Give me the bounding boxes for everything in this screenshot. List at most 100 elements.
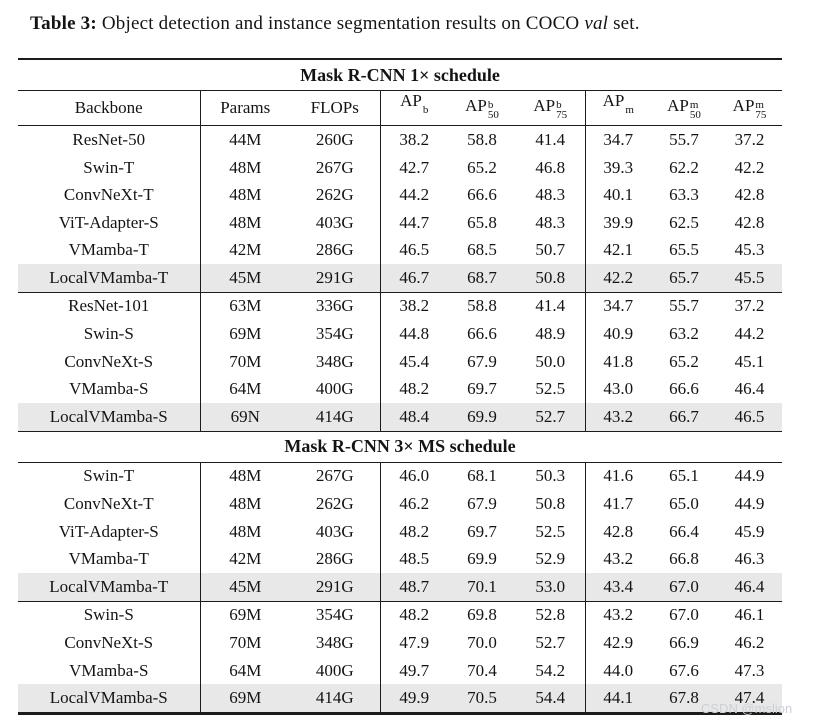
cell-value: 44.2 <box>399 185 430 205</box>
cell-value: 262G <box>290 490 381 518</box>
cell-value: 48.3 <box>516 181 586 209</box>
cell-value: 65.0 <box>669 494 699 514</box>
cell-backbone: ConvNeXt-S <box>18 347 201 376</box>
cell-value: 66.4 <box>669 521 699 541</box>
caption-body: Object detection and instance segmentati… <box>96 13 585 34</box>
cell-value: 67.9 <box>467 351 497 371</box>
cell-value: 45M <box>200 573 290 602</box>
cell-backbone: Swin-T <box>18 462 201 491</box>
cell-value: 38.2 <box>399 129 430 149</box>
cell-value: 37.2 <box>734 129 765 149</box>
cell-value: 262G <box>290 181 381 209</box>
cell-value: 41.7 <box>603 494 634 514</box>
cell-value: 68.1 <box>467 466 497 486</box>
cell-value: 291G <box>290 264 381 293</box>
cell-value: 348G <box>290 347 381 376</box>
cell-value: 44.8 <box>399 324 430 344</box>
caption-label: Table 3: <box>30 13 97 34</box>
cell-value: 50.8 <box>516 490 586 518</box>
cell-value: 39.9 <box>603 212 634 232</box>
metric-base: AP <box>465 96 487 115</box>
cell-value: 69.7 <box>467 521 497 541</box>
cell-value: 48M <box>229 466 262 486</box>
cell-value: 66.7 <box>651 403 717 432</box>
cell-value: 65.2 <box>669 351 699 371</box>
metric-base: AP <box>667 96 689 115</box>
cell-value: 46.5 <box>717 403 783 432</box>
cell-value: 45.9 <box>734 521 765 541</box>
metric-subscript <box>423 115 429 124</box>
cell-value: 43.0 <box>603 379 634 399</box>
cell-value: 69N <box>200 403 290 432</box>
table-row: ViT-Adapter-S 48M 403G 48.2 69.7 52.5 42.8 66.4… <box>18 517 782 546</box>
cell-value: 62.2 <box>669 157 699 177</box>
metric-supsub: b 75 <box>556 100 567 121</box>
cell-value: 46.8 <box>516 153 586 182</box>
table-row: Swin-S 69M 354G 48.2 69.8 52.8 43.2 67.0 46.1 <box>18 601 782 630</box>
cell-backbone: ResNet-101 <box>18 292 201 321</box>
cell-value: 69.9 <box>448 403 516 432</box>
cell-value: 45M <box>200 264 290 293</box>
cell-value: 41.8 <box>603 351 634 371</box>
cell-value: 48.2 <box>399 521 430 541</box>
cell-value: 50.7 <box>516 236 586 265</box>
column-header: AP m <box>585 90 651 127</box>
metric-supsub: b <box>422 104 429 124</box>
cell-value: 70.1 <box>448 573 516 602</box>
cell-value: 400G <box>290 656 381 685</box>
column-header: AP b 75 <box>516 90 586 127</box>
metric-superscript: b <box>422 104 429 117</box>
table-row: VMamba-S 64M 400G 49.7 70.4 54.2 44.0 67.6 47.3 <box>18 656 782 685</box>
table-row: LocalVMamba-T 45M 291G 48.7 70.1 53.0 43.4 67.0… <box>18 573 783 602</box>
column-header: FLOPs <box>290 90 381 127</box>
cell-value: 42.2 <box>734 157 765 177</box>
cell-value: 69M <box>229 605 262 625</box>
cell-value: 65.1 <box>669 466 699 486</box>
cell-value: 66.6 <box>467 185 497 205</box>
cell-value: 46.3 <box>734 549 765 569</box>
cell-value: 63.2 <box>669 324 699 344</box>
column-header: AP b 50 <box>448 90 516 127</box>
cell-value: 46.7 <box>380 264 448 293</box>
cell-value: 41.4 <box>516 125 586 154</box>
table-caption: Table 3: Object detection and instance s… <box>30 13 809 35</box>
metric-base: AP <box>533 96 556 115</box>
cell-value: 48.5 <box>399 549 430 569</box>
cell-value: 67.0 <box>669 605 699 625</box>
section-title-row: Mask R-CNN 1× schedule <box>18 59 783 91</box>
cell-value: 47.4 <box>717 684 783 715</box>
cell-value: 48M <box>229 185 262 205</box>
cell-value: 55.7 <box>669 129 699 149</box>
cell-value: 43.4 <box>585 573 651 602</box>
cell-value: 44M <box>229 129 262 149</box>
cell-value: 348G <box>290 629 381 657</box>
table-row: VMamba-T 42M 286G 48.5 69.9 52.9 43.2 66.8 46.3 <box>18 545 782 574</box>
cell-backbone: ConvNeXt-S <box>18 629 201 657</box>
cell-value: 400G <box>290 375 381 404</box>
cell-value: 67.0 <box>651 573 717 602</box>
cell-value: 45.4 <box>399 351 430 371</box>
metric-supsub: b 50 <box>487 99 499 121</box>
cell-value: 50.3 <box>516 462 586 491</box>
cell-value: 65.5 <box>669 240 699 260</box>
cell-value: 44.2 <box>734 324 765 344</box>
cell-value: 66.9 <box>669 633 699 653</box>
column-header: AP m 75 <box>717 90 783 127</box>
cell-value: 46.4 <box>734 379 765 399</box>
table-row: Swin-S 69M 354G 44.8 66.6 48.9 40.9 63.2 44.2 <box>18 320 782 348</box>
column-header: Params <box>200 90 290 127</box>
cell-value: 38.2 <box>399 296 430 316</box>
cell-value: 267G <box>290 153 381 182</box>
column-header: Backbone <box>18 90 201 127</box>
cell-value: 69.7 <box>467 379 497 399</box>
cell-value: 47.9 <box>399 633 430 653</box>
cell-value: 48.2 <box>399 605 430 625</box>
cell-value: 49.9 <box>380 684 448 715</box>
cell-value: 37.2 <box>734 296 765 316</box>
cell-backbone: VMamba-T <box>18 236 201 265</box>
cell-value: 68.7 <box>448 264 516 293</box>
metric-superscript: b <box>487 99 494 112</box>
column-header: AP b <box>380 90 448 127</box>
table-row: ConvNeXt-T 48M 262G 44.2 66.6 48.3 40.1 63.3 42.… <box>18 181 782 209</box>
